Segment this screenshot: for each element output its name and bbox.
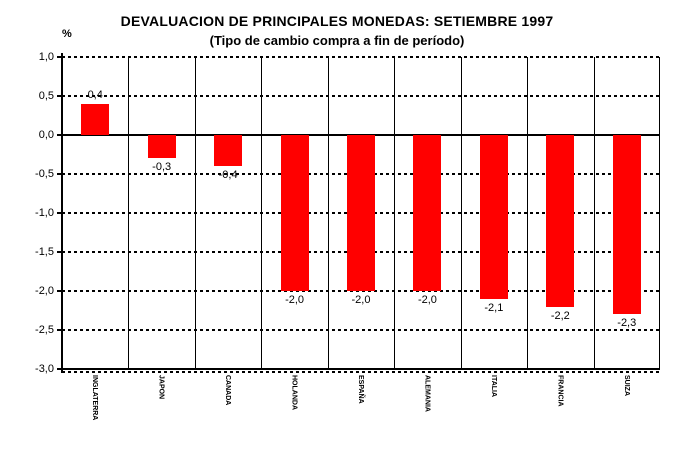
category-separator — [394, 57, 396, 369]
bar-value-label: -2,0 — [285, 294, 305, 306]
bar — [280, 135, 309, 291]
x-axis-label: ALEMANIA — [423, 375, 431, 412]
y-axis-tick-label: -2,5 — [35, 324, 54, 336]
bar-value-label: 0,4 — [87, 88, 103, 101]
bar-value-label: -2,0 — [351, 294, 371, 306]
gridline-bottom-dotted — [62, 371, 660, 373]
gridline — [62, 56, 660, 58]
bar — [81, 103, 110, 135]
gridline — [62, 95, 660, 97]
bar — [612, 135, 641, 315]
bar-value-label: -0,4 — [218, 169, 238, 182]
bar — [147, 135, 176, 159]
bar — [413, 135, 442, 291]
category-separator — [128, 57, 130, 369]
bar-value-label: -2,3 — [617, 317, 637, 330]
x-axis-label: ESPAÑA — [357, 375, 364, 404]
x-axis-label: HOLANDA — [290, 375, 298, 410]
category-separator — [261, 57, 263, 369]
category-separator — [460, 57, 462, 369]
y-axis-tick-label: 0,5 — [38, 90, 54, 102]
category-separator — [194, 57, 196, 369]
y-axis-line — [61, 53, 63, 373]
bar-value-label: -2,2 — [550, 309, 570, 322]
x-axis-label: CANADA — [224, 375, 232, 406]
y-axis-tick — [57, 95, 62, 97]
x-axis-label: SUIZA — [622, 375, 630, 396]
gridline — [62, 329, 660, 331]
y-axis-tick — [57, 290, 62, 292]
bar — [347, 135, 375, 291]
chart-title: DEVALUACION DE PRINCIPALES MONEDAS: SETI… — [120, 13, 554, 29]
x-axis-label: ITALIA — [489, 375, 497, 398]
bar-value-label: -2,1 — [484, 301, 504, 314]
x-axis-label: INGLATERRA — [91, 375, 99, 421]
y-axis-tick-label: -1,5 — [35, 246, 54, 258]
category-separator — [527, 57, 529, 369]
y-axis-tick-label: 1,0 — [38, 51, 54, 63]
x-axis-label: FRANCIA — [556, 375, 564, 407]
y-axis-tick-label: -3,0 — [35, 363, 54, 375]
y-axis-tick — [57, 134, 62, 136]
bar — [214, 135, 243, 167]
bar — [479, 135, 508, 299]
y-axis-tick — [57, 251, 62, 253]
bar-value-label: -0,3 — [152, 161, 172, 174]
y-axis-tick-label: -0,5 — [35, 168, 54, 180]
x-axis-label: JAPON — [157, 375, 165, 400]
plot-right-border — [659, 57, 660, 369]
y-axis-unit-label: % — [62, 28, 72, 40]
y-axis-tick — [57, 173, 62, 175]
bar-value-label: -2,0 — [417, 294, 437, 306]
y-axis-tick-label: -1,0 — [35, 207, 54, 219]
x-axis-line — [62, 368, 660, 370]
gridline — [62, 290, 660, 292]
y-axis-tick-label: -2,0 — [35, 285, 54, 297]
y-axis-tick — [57, 329, 62, 331]
bar — [546, 135, 575, 307]
category-separator — [593, 57, 595, 369]
y-axis-tick — [57, 368, 62, 370]
y-axis-tick — [57, 212, 62, 214]
chart-subtitle: (Tipo de cambio compra a fin de período) — [209, 33, 465, 48]
category-separator — [327, 57, 329, 369]
y-axis-tick — [57, 56, 62, 58]
y-axis-tick-label: 0,0 — [38, 129, 54, 141]
